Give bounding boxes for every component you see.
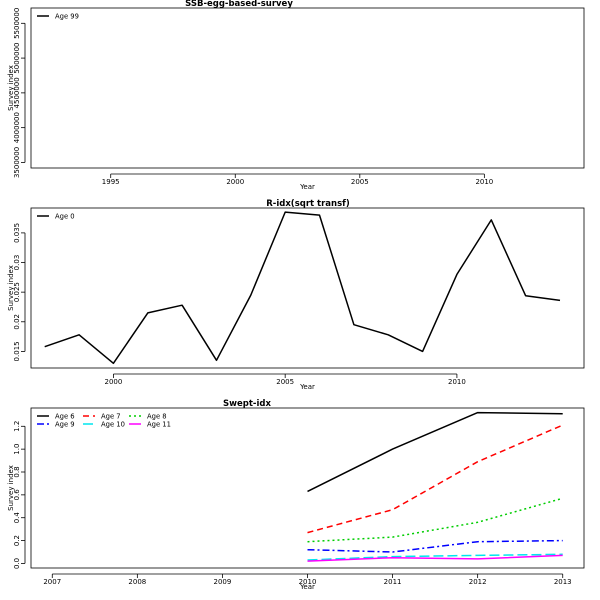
x-axis: 1995 2000 2005 2010 Year <box>102 173 493 191</box>
legend: Age 0 <box>37 212 75 220</box>
series-line-age-11 <box>307 554 563 562</box>
plot-frame <box>30 207 585 369</box>
y-axis-label: Survey index <box>7 265 15 311</box>
chart-panel-2: R-idx(sqrt transf)2000 2005 2010Year0.0150… <box>7 199 585 391</box>
x-axis-label: Year <box>299 583 315 591</box>
y-tick-label: 0.02 <box>13 314 21 330</box>
x-tick-label: 2010 <box>448 378 466 386</box>
x-tick-label: 2012 <box>469 578 487 586</box>
y-tick-label: 0.6 <box>13 489 21 501</box>
x-axis: 2007 2008 2009 2010 2011 2012 2013 Year <box>43 573 572 591</box>
y-tick-label: 4500000 <box>13 77 21 108</box>
legend-label: Age 10 <box>101 420 125 428</box>
y-tick-label: 0.025 <box>13 282 21 302</box>
y-axis: 0.015 0.02 0.025 0.03 0.035 Survey index <box>7 223 26 361</box>
x-tick-label: 2000 <box>226 178 244 186</box>
y-tick-label: 0.0 <box>13 558 21 569</box>
series-line-age-6 <box>307 411 563 493</box>
legend-label: Age 0 <box>55 212 75 220</box>
chart-panel-1: SSB-egg-based-survey 1995 2000 2005 2010 Year… <box>7 0 585 191</box>
series-line-age-9 <box>307 539 563 553</box>
y-tick-label: 0.8 <box>13 466 21 477</box>
y-tick-label: 0.035 <box>13 223 21 243</box>
x-tick-label: 2010 <box>475 178 493 186</box>
legend: Age 6 Age 7 Age 8 Age 9 Age 10 Age 11 <box>37 412 171 428</box>
x-axis-label: Year <box>299 383 315 391</box>
plot-frame <box>30 407 585 569</box>
x-tick-label: 2009 <box>214 578 232 586</box>
y-tick-label: 5500000 <box>13 8 21 39</box>
series-line-age-7 <box>307 424 563 534</box>
y-axis: 0.0 0.2 0.4 0.6 0.8 1.0 1.2 Survey index <box>7 421 26 569</box>
y-tick-label: 1.0 <box>13 444 21 455</box>
x-tick-label: 1995 <box>102 178 120 186</box>
series-line-age-8 <box>307 497 563 543</box>
series-group <box>44 211 561 365</box>
series-group <box>307 411 563 562</box>
x-tick-label: 2013 <box>554 578 572 586</box>
x-tick-label: 2010 <box>299 578 317 586</box>
x-axis: 2000 2005 2010 Year <box>105 373 466 391</box>
plot-frame <box>30 7 585 169</box>
x-tick-label: 2011 <box>384 578 402 586</box>
chart-panel-3: Swept-idx 2007 2008 2009 2010 2011 2012 2013 Yea… <box>7 399 585 591</box>
y-tick-label: 0.4 <box>13 512 21 524</box>
y-tick-label: 5000000 <box>13 42 21 73</box>
y-tick-label: 0.03 <box>13 255 21 271</box>
legend-label: Age 9 <box>55 420 75 428</box>
y-tick-label: 4000000 <box>13 112 21 143</box>
legend-label: Age 11 <box>147 420 171 428</box>
y-tick-label: 3500000 <box>13 147 21 178</box>
legend: Age 99 <box>37 12 79 20</box>
y-axis-label: Survey index <box>7 465 15 511</box>
legend-label: Age 6 <box>55 412 75 420</box>
y-tick-label: 0.015 <box>13 341 21 361</box>
chart-title: Swept-idx <box>223 399 271 409</box>
x-tick-label: 2005 <box>276 378 294 386</box>
chart-title: R-idx(sqrt transf) <box>266 199 350 209</box>
y-axis-label: Survey index <box>7 65 15 111</box>
legend-label: Age 99 <box>55 12 79 20</box>
x-tick-label: 2007 <box>43 578 61 586</box>
x-tick-label: 2000 <box>105 378 123 386</box>
series-line-age-10 <box>307 553 563 561</box>
series-line-age-0 <box>44 211 561 365</box>
legend-label: Age 8 <box>147 412 167 420</box>
x-axis-label: Year <box>299 183 315 191</box>
y-tick-label: 0.2 <box>13 535 21 546</box>
y-tick-label: 1.2 <box>13 421 21 432</box>
legend-label: Age 7 <box>101 412 121 420</box>
y-axis: 3500000 4000000 4500000 5000000 5500000 Surve… <box>7 8 26 178</box>
x-tick-label: 2005 <box>351 178 369 186</box>
x-tick-label: 2008 <box>128 578 146 586</box>
chart-title: SSB-egg-based-survey <box>185 0 293 9</box>
